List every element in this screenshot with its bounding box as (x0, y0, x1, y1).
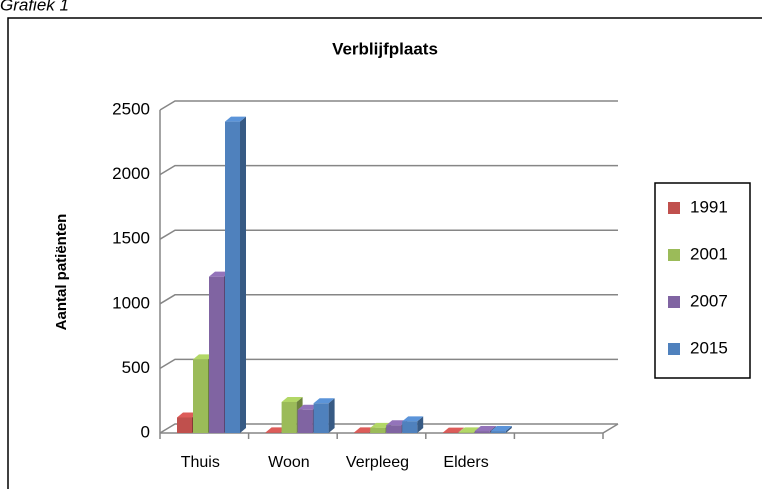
legend-swatch (668, 343, 680, 355)
y-tick-label: 1500 (112, 229, 150, 248)
bar-top (402, 416, 424, 422)
x-tick-label: Thuis (181, 454, 220, 471)
bar-top (297, 404, 319, 410)
legend-label: 2001 (690, 244, 728, 263)
bar-top (370, 422, 392, 428)
legend-label: 1991 (690, 197, 728, 216)
bar-top (458, 427, 480, 433)
bar-side (417, 416, 424, 433)
bar (297, 409, 313, 433)
bar-top (442, 427, 464, 433)
grid-line (159, 164, 618, 176)
bar-side (457, 427, 464, 433)
x-tick-label: Elders (443, 454, 488, 471)
bar (265, 432, 281, 433)
bar (193, 359, 208, 433)
legend-swatch (668, 296, 680, 308)
x-tick-label: Verpleeg (346, 454, 409, 471)
legend-swatch (668, 202, 680, 214)
y-tick-label: 2500 (112, 99, 150, 118)
chart-title: Verblijfplaats (332, 39, 438, 58)
bar-top (177, 412, 198, 418)
bar (281, 401, 297, 433)
bar-top (281, 396, 303, 402)
bar (402, 421, 418, 433)
bar-side (328, 398, 335, 433)
y-axis-title: Aantal patiënten (53, 214, 70, 331)
bar (474, 431, 490, 433)
grid-line (159, 229, 618, 240)
bar (209, 276, 224, 433)
bar (225, 121, 240, 434)
bar-side (240, 116, 246, 434)
bar-top (490, 426, 512, 432)
grid-line (159, 358, 618, 370)
legend-label: 2007 (690, 291, 728, 310)
legend-swatch (668, 249, 680, 261)
bar-top (225, 116, 246, 122)
grid-line (159, 100, 618, 111)
legend-label: 2015 (690, 338, 728, 357)
bar (177, 417, 192, 433)
bar-top (193, 354, 214, 360)
bar (313, 403, 329, 433)
chart-frame (7, 17, 762, 489)
bar (458, 432, 474, 433)
bar-side (505, 426, 512, 433)
x-tick-label: Woon (268, 454, 310, 471)
y-tick-label: 2000 (112, 164, 150, 183)
y-tick-label: 0 (141, 422, 150, 441)
bar-top (209, 271, 230, 277)
bar-top (386, 420, 408, 426)
y-tick-label: 1000 (112, 293, 150, 312)
bar-top (265, 427, 287, 433)
caption: Grafiek 1 (0, 0, 69, 14)
grid-line (159, 423, 618, 434)
bar-top (354, 427, 376, 433)
grid-line (159, 294, 618, 305)
bar (354, 432, 370, 433)
bar-top (313, 398, 335, 404)
y-tick-label: 500 (122, 358, 150, 377)
bar (490, 431, 506, 433)
bar-top (474, 426, 496, 432)
bar (386, 425, 402, 433)
bar (370, 427, 386, 433)
